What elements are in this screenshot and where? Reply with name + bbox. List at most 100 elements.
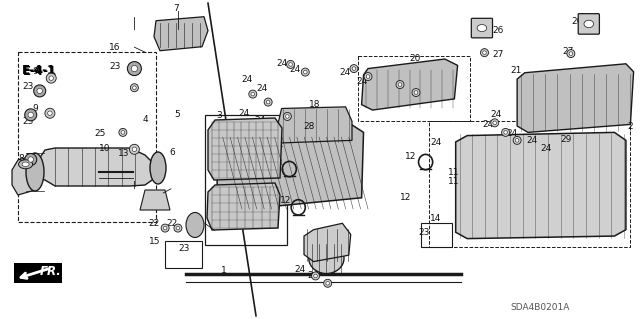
Circle shape — [289, 63, 292, 66]
Circle shape — [132, 147, 137, 152]
Circle shape — [49, 76, 54, 80]
Circle shape — [129, 144, 140, 154]
Polygon shape — [517, 64, 634, 132]
Text: 3: 3 — [216, 111, 222, 120]
Text: 4: 4 — [142, 115, 148, 124]
Text: 5: 5 — [174, 110, 180, 119]
Text: 24: 24 — [276, 59, 288, 68]
Circle shape — [37, 88, 42, 93]
Text: 12: 12 — [399, 193, 411, 202]
Circle shape — [174, 224, 182, 232]
Text: 12: 12 — [271, 158, 283, 167]
Bar — [358, 56, 470, 121]
Text: 24: 24 — [238, 109, 250, 118]
FancyBboxPatch shape — [578, 14, 600, 34]
Text: 23: 23 — [22, 117, 33, 126]
Polygon shape — [304, 223, 351, 262]
Polygon shape — [12, 155, 35, 195]
Polygon shape — [216, 123, 364, 211]
Ellipse shape — [308, 243, 344, 274]
Text: 12: 12 — [280, 196, 291, 205]
Circle shape — [515, 138, 519, 142]
Bar — [429, 121, 630, 247]
Circle shape — [326, 281, 330, 285]
Circle shape — [127, 62, 141, 76]
Bar — [18, 52, 156, 222]
Circle shape — [176, 226, 180, 230]
Ellipse shape — [26, 153, 44, 191]
Text: 17: 17 — [222, 122, 234, 131]
Circle shape — [46, 73, 56, 83]
Polygon shape — [276, 107, 352, 143]
Text: 21: 21 — [510, 66, 522, 75]
Circle shape — [569, 52, 573, 56]
Polygon shape — [140, 190, 170, 210]
Circle shape — [28, 157, 33, 162]
Ellipse shape — [477, 25, 487, 32]
Circle shape — [502, 128, 509, 137]
Text: 2: 2 — [627, 122, 633, 130]
Text: 11: 11 — [448, 177, 460, 186]
Text: 24: 24 — [254, 116, 266, 125]
Text: 10: 10 — [99, 144, 111, 153]
Circle shape — [132, 86, 136, 90]
Text: 23: 23 — [419, 228, 430, 237]
Bar — [205, 115, 287, 245]
Circle shape — [398, 83, 402, 86]
Text: 24: 24 — [289, 65, 301, 74]
Circle shape — [303, 70, 307, 74]
Text: 9: 9 — [33, 67, 38, 76]
Text: 24: 24 — [430, 138, 442, 147]
FancyBboxPatch shape — [471, 18, 493, 38]
Ellipse shape — [584, 20, 594, 28]
Text: 29: 29 — [560, 135, 572, 144]
Circle shape — [45, 108, 55, 118]
Circle shape — [264, 98, 272, 106]
Circle shape — [131, 84, 138, 92]
Text: 24: 24 — [356, 77, 368, 86]
Polygon shape — [208, 118, 282, 180]
Text: 22: 22 — [166, 219, 178, 228]
Circle shape — [364, 72, 372, 81]
Circle shape — [414, 91, 418, 94]
Text: 24: 24 — [294, 265, 306, 274]
Circle shape — [131, 65, 138, 72]
Text: 24: 24 — [483, 120, 494, 129]
Text: 11: 11 — [448, 168, 460, 177]
Circle shape — [352, 67, 356, 70]
Text: E-4-1: E-4-1 — [23, 65, 57, 78]
Ellipse shape — [150, 152, 166, 184]
Circle shape — [28, 112, 33, 117]
Polygon shape — [154, 17, 208, 51]
Text: 23: 23 — [109, 62, 120, 71]
Circle shape — [412, 88, 420, 97]
Circle shape — [249, 90, 257, 98]
Circle shape — [396, 80, 404, 89]
Circle shape — [119, 128, 127, 137]
Circle shape — [493, 121, 497, 125]
Circle shape — [366, 75, 370, 78]
Circle shape — [163, 226, 167, 230]
Text: 24: 24 — [540, 144, 552, 153]
Text: 7: 7 — [173, 4, 179, 13]
Text: 24: 24 — [272, 141, 284, 150]
Circle shape — [251, 92, 255, 96]
Text: 26: 26 — [571, 17, 582, 26]
Circle shape — [287, 60, 294, 69]
Circle shape — [513, 136, 521, 145]
Circle shape — [504, 130, 508, 134]
Text: 23: 23 — [178, 244, 189, 253]
Text: 24: 24 — [506, 129, 517, 138]
Polygon shape — [207, 183, 280, 230]
Text: 27: 27 — [562, 47, 573, 56]
Circle shape — [314, 274, 317, 278]
Circle shape — [324, 279, 332, 287]
Text: 23: 23 — [26, 153, 37, 162]
Text: 19: 19 — [321, 239, 333, 248]
Text: 24: 24 — [490, 110, 502, 119]
Text: 25: 25 — [95, 129, 106, 138]
Circle shape — [491, 119, 499, 127]
Text: 6: 6 — [170, 148, 175, 157]
Text: FR.: FR. — [40, 265, 61, 278]
Text: 24: 24 — [241, 75, 252, 84]
